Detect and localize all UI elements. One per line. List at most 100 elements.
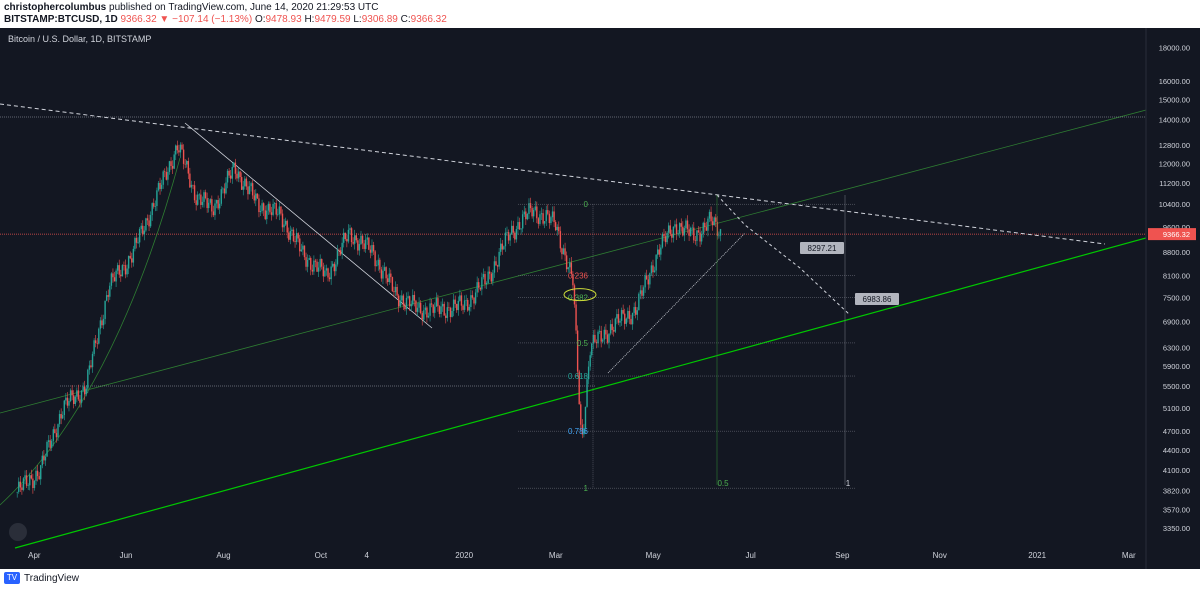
candle-body [220, 189, 222, 204]
fib-level-label: 0.786 [568, 427, 589, 436]
x-tick-label: Jul [746, 551, 756, 560]
candle-body [369, 249, 372, 253]
candle-body [204, 192, 207, 199]
candle-body [354, 235, 356, 244]
candle-body [190, 184, 193, 188]
candle-body [700, 234, 703, 242]
candle-body [456, 303, 458, 311]
chart-area[interactable]: 0 0.236 0.382 0.5 0.618 0.786 1 0.5 1 8297.21 6983… [0, 28, 1200, 569]
y-tick-label: 6300.00 [1163, 343, 1190, 352]
candle-body [167, 171, 169, 180]
candle-body [168, 161, 171, 172]
published-text: published on TradingView.com, June 14, 2… [109, 2, 379, 13]
symbol-label[interactable]: BITSTAMP:BTCUSD, 1D [4, 14, 118, 25]
candle-body [255, 193, 257, 201]
last-price-tag-label: 9366.32 [1163, 230, 1190, 239]
candle-body [248, 186, 251, 195]
candle-body [38, 476, 40, 480]
candle-body [55, 433, 58, 438]
candle-body [666, 232, 668, 243]
candle-body [275, 203, 277, 215]
candle-body [548, 213, 551, 224]
drawing-toolbar-icon[interactable] [9, 523, 27, 541]
time-fib-label: 0.5 [717, 479, 729, 488]
candle-body [397, 295, 400, 307]
candle-body [126, 268, 128, 275]
candle-body [512, 225, 514, 233]
candle-body [330, 266, 332, 280]
candle-body [32, 478, 34, 489]
candle-body [606, 334, 609, 343]
candle-body [346, 239, 348, 242]
candle-body [283, 224, 285, 228]
candle-body [683, 228, 686, 236]
candle-body [253, 195, 255, 201]
candle-body [562, 248, 565, 255]
candle-body [498, 251, 500, 267]
candle-body [443, 303, 445, 316]
y-tick-label: 14000.00 [1159, 115, 1190, 124]
projection-path [716, 194, 851, 316]
candle-body [580, 404, 582, 425]
candle-body [305, 257, 307, 267]
candle-body [88, 365, 91, 370]
candle-body [462, 305, 464, 310]
candle-body [608, 333, 610, 343]
candle-body [80, 390, 83, 403]
candle-body [366, 237, 368, 240]
candle-body [131, 258, 133, 263]
candle-body [189, 173, 191, 188]
candle-body [217, 200, 219, 209]
candle-body [478, 282, 480, 288]
candle-body [256, 193, 259, 199]
x-tick-label: Mar [1122, 551, 1136, 560]
candle-body [686, 220, 689, 230]
chart-drawings [0, 103, 1147, 549]
candle-body [197, 194, 199, 205]
candle-body [537, 218, 540, 224]
candle-body [229, 175, 232, 179]
candle-body [426, 307, 428, 318]
candle-body [578, 371, 580, 405]
candle-body [212, 211, 215, 216]
y-tick-label: 16000.00 [1159, 77, 1190, 86]
y-tick-label: 7500.00 [1163, 294, 1190, 303]
candle-body [550, 217, 552, 224]
candle-body [697, 230, 700, 233]
candles [16, 140, 722, 498]
author-name[interactable]: christophercolumbus [4, 2, 107, 13]
candle-body [591, 343, 593, 356]
price-callout-box [800, 242, 844, 254]
tradingview-logo[interactable]: TV TradingView [4, 572, 79, 584]
candle-body [344, 232, 346, 240]
candle-body [460, 295, 463, 306]
uptrend-line [607, 232, 746, 374]
fib-level-label: 1 [584, 484, 589, 493]
candle-body [380, 269, 383, 279]
candle-body [468, 307, 471, 311]
candle-body [597, 331, 599, 344]
candle-body [501, 243, 503, 250]
candle-body [121, 265, 124, 277]
candle-body [559, 231, 562, 249]
candle-body [215, 200, 218, 204]
candle-body [140, 225, 142, 229]
candle-body [165, 172, 168, 180]
candle-body [523, 211, 525, 215]
price-chart-svg[interactable]: 0 0.236 0.382 0.5 0.618 0.786 1 0.5 1 8297.21 6983… [0, 28, 1200, 569]
candle-body [187, 161, 190, 174]
candle-body [295, 233, 298, 242]
candle-body [463, 300, 466, 310]
open-value: 9478.93 [265, 14, 302, 25]
candle-body [201, 201, 204, 205]
candle-body [148, 220, 150, 227]
candle-body [60, 414, 62, 419]
candle-body [179, 144, 182, 153]
candle-body [74, 396, 76, 404]
candle-body [223, 188, 226, 194]
candle-body [521, 214, 524, 229]
candle-body [650, 265, 653, 274]
candle-body [543, 221, 546, 224]
candle-body [716, 221, 719, 236]
last-price: 9366.32 [120, 14, 157, 25]
